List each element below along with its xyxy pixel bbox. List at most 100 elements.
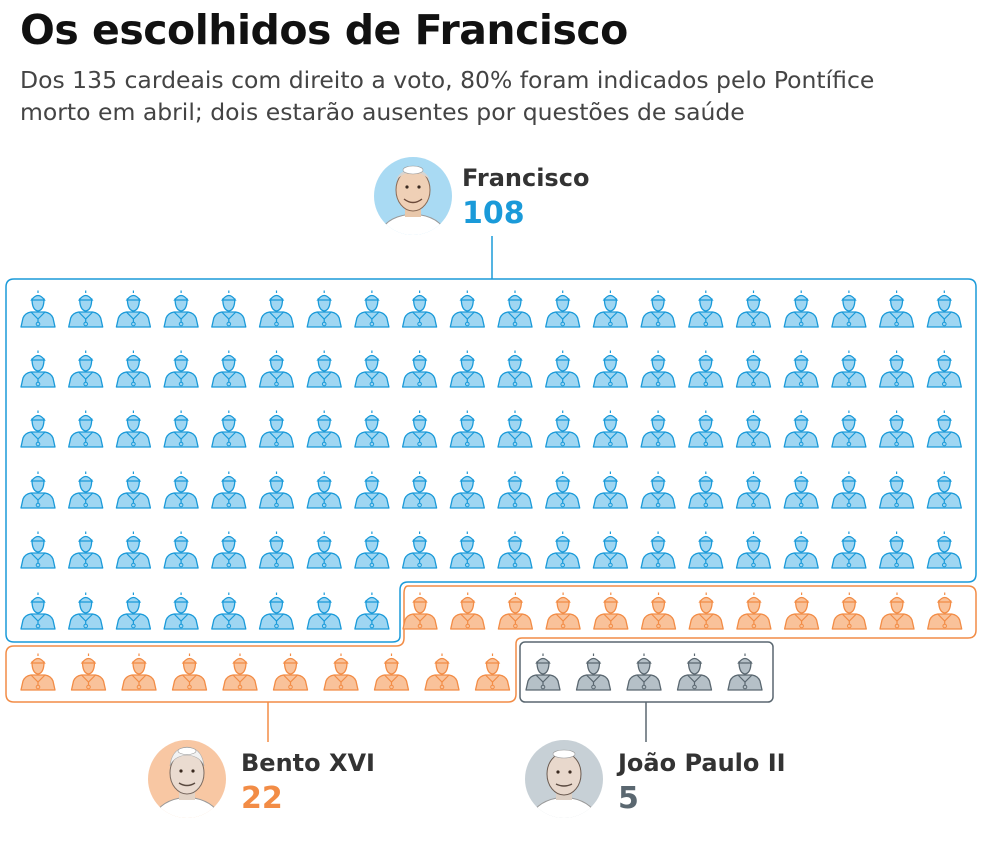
cardinal-bust-icon [115,592,152,630]
cardinal-bust-icon [20,290,56,328]
cardinal-bust-icon [735,471,772,509]
bento-name: Bento XVI [241,749,375,777]
cardinal-bust-icon [401,410,438,448]
cardinal-bust-icon [688,410,724,448]
cardinal-bust-icon [474,653,511,691]
cardinal-bust-icon [545,592,581,630]
cardinal-bust-icon [592,531,629,569]
francisco-count: 108 [462,196,525,231]
cardinal-bust-icon [258,592,295,630]
francisco-group-outline [5,278,977,643]
cardinal-bust-icon [640,531,676,569]
cardinal-bust-icon [163,290,199,328]
cardinal-bust-icon [735,290,772,328]
joao-paulo-avatar [525,740,603,818]
cardinal-bust-icon [354,350,390,388]
cardinal-bust-icon [306,592,342,630]
francisco-avatar [374,157,452,235]
cardinal-bust-icon [163,531,199,569]
francisco-name: Francisco [462,164,589,192]
cardinal-bust-icon [926,410,962,448]
cardinal-bust-icon [402,592,438,630]
cardinal-bust-icon [68,471,104,509]
cardinal-bust-icon [545,290,581,328]
cardinal-bust-icon [879,592,915,630]
bento-count: 22 [241,781,283,816]
cardinal-bust-icon [878,410,915,448]
cardinal-bust-icon [258,410,295,448]
cardinal-bust-icon [831,531,867,569]
cardinal-bust-icon [306,350,342,388]
cardinal-bust-icon [626,653,662,691]
cardinal-bust-icon [497,350,533,388]
cardinal-bust-icon [878,350,915,388]
cardinal-bust-icon [735,350,772,388]
cardinal-bust-icon [926,471,962,509]
cardinal-bust-icon [68,531,104,569]
cardinal-bust-icon [525,653,561,691]
bento-group-outline [5,585,977,703]
cardinal-bust-icon [222,653,258,691]
cardinal-bust-icon [354,531,390,569]
cardinal-bust-icon [211,471,247,509]
cardinal-bust-icon [20,531,56,569]
cardinal-bust-icon [450,592,486,630]
cardinal-bust-icon [115,531,152,569]
cardinal-bust-icon [354,592,390,630]
cardinal-bust-icon [926,290,962,328]
cardinal-bust-icon [497,471,533,509]
cardinal-bust-icon [688,531,724,569]
cardinal-bust-icon [70,653,107,691]
page-title: Os escolhidos de Francisco [20,6,628,54]
cardinal-bust-icon [676,653,713,691]
cardinal-bust-icon [449,410,485,448]
cardinal-bust-icon [163,592,199,630]
cardinal-bust-icon [831,471,867,509]
cardinal-bust-icon [736,592,772,630]
cardinal-bust-icon [831,290,867,328]
cardinal-bust-icon [688,350,724,388]
cardinal-bust-icon [640,471,676,509]
cardinal-bust-icon [640,290,676,328]
cardinal-bust-icon [115,350,152,388]
cardinal-bust-icon [593,592,629,630]
cardinal-bust-icon [878,471,915,509]
cardinal-bust-icon [735,531,772,569]
cardinal-bust-icon [258,350,295,388]
cardinal-bust-icon [401,350,438,388]
subtitle-line: Dos 135 cardeais com direito a voto, 80%… [20,66,875,94]
cardinal-bust-icon [20,653,56,691]
cardinal-bust-icon [783,290,819,328]
cardinal-bust-icon [592,350,629,388]
cardinal-bust-icon [401,531,438,569]
cardinal-bust-icon [258,290,295,328]
cardinal-bust-icon [592,410,629,448]
cardinal-bust-icon [783,471,819,509]
subtitle-line: morto em abril; dois estarão ausentes po… [20,98,745,126]
cardinal-bust-icon [354,290,390,328]
cardinal-bust-icon [831,350,867,388]
joao-paulo-count: 5 [618,781,639,816]
cardinal-bust-icon [926,531,962,569]
cardinal-bust-icon [927,592,963,630]
cardinal-bust-icon [258,531,295,569]
cardinal-bust-icon [272,653,309,691]
bento-avatar [148,740,226,818]
cardinal-bust-icon [783,350,819,388]
cardinal-bust-icon [545,531,581,569]
cardinal-bust-icon [449,350,485,388]
cardinal-bust-icon [354,471,390,509]
cardinal-bust-icon [449,531,485,569]
cardinal-bust-icon [163,410,199,448]
cardinal-bust-icon [258,471,295,509]
cardinal-bust-icon [424,653,460,691]
cardinal-bust-icon [831,410,867,448]
cardinal-bust-icon [727,653,763,691]
cardinal-bust-icon [115,471,152,509]
cardinal-bust-icon [20,471,56,509]
cardinal-bust-icon [497,410,533,448]
cardinal-bust-icon [211,410,247,448]
cardinal-bust-icon [211,350,247,388]
cardinal-bust-icon [115,290,152,328]
